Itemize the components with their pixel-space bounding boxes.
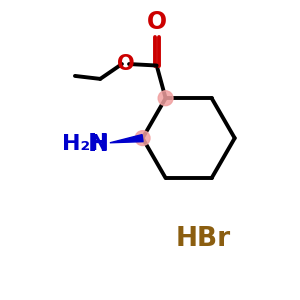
Text: H₂N: H₂N xyxy=(61,134,108,154)
Polygon shape xyxy=(110,135,143,143)
Circle shape xyxy=(135,131,150,146)
Text: O: O xyxy=(147,10,167,34)
Text: O: O xyxy=(117,54,134,74)
Circle shape xyxy=(158,91,173,106)
Text: H: H xyxy=(88,132,108,156)
Text: HBr: HBr xyxy=(176,226,231,252)
